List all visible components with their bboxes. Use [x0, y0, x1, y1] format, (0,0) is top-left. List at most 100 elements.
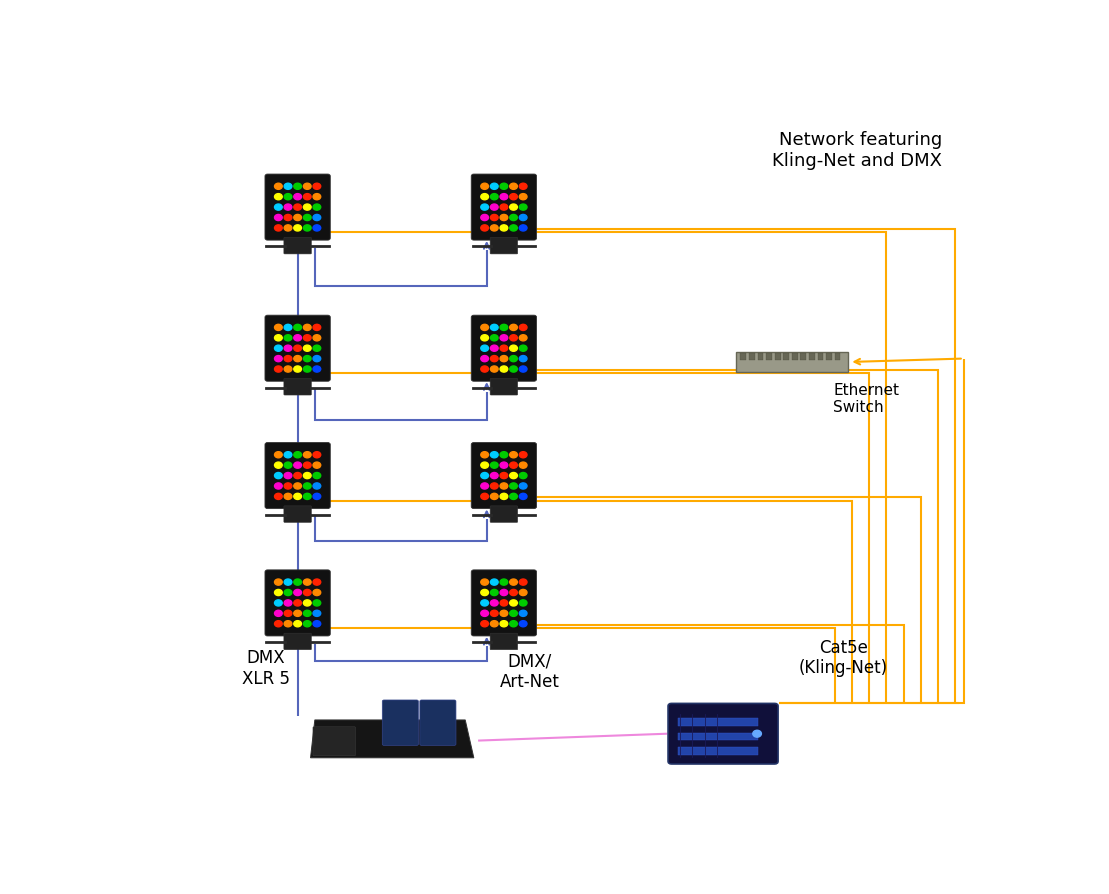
Circle shape — [481, 473, 488, 478]
Circle shape — [275, 194, 282, 199]
FancyBboxPatch shape — [265, 174, 330, 240]
Circle shape — [304, 579, 312, 586]
Circle shape — [510, 611, 518, 616]
Bar — [766, 353, 772, 360]
Circle shape — [510, 334, 518, 341]
Circle shape — [481, 462, 488, 468]
Circle shape — [313, 366, 321, 372]
Circle shape — [275, 366, 282, 372]
Circle shape — [275, 345, 282, 351]
Circle shape — [294, 600, 302, 606]
Circle shape — [500, 462, 508, 468]
Circle shape — [304, 215, 312, 221]
Circle shape — [500, 483, 508, 489]
Circle shape — [294, 224, 302, 231]
Circle shape — [313, 334, 321, 341]
Circle shape — [519, 345, 527, 351]
Circle shape — [275, 493, 282, 500]
Polygon shape — [311, 720, 474, 758]
Circle shape — [284, 215, 292, 221]
Circle shape — [275, 356, 282, 362]
Circle shape — [294, 345, 302, 351]
Circle shape — [294, 611, 302, 616]
Circle shape — [304, 483, 312, 489]
Circle shape — [510, 356, 518, 362]
Circle shape — [500, 579, 508, 586]
Circle shape — [304, 451, 312, 458]
Circle shape — [481, 589, 488, 595]
Bar — [783, 353, 790, 360]
Circle shape — [490, 345, 498, 351]
Circle shape — [510, 204, 518, 210]
Circle shape — [519, 356, 527, 362]
Circle shape — [481, 600, 488, 606]
Circle shape — [490, 204, 498, 210]
Circle shape — [284, 334, 292, 341]
Circle shape — [510, 462, 518, 468]
Circle shape — [304, 204, 312, 210]
Circle shape — [294, 215, 302, 221]
Circle shape — [284, 204, 292, 210]
Circle shape — [304, 620, 312, 627]
Text: DMX/
Art-Net: DMX/ Art-Net — [500, 653, 560, 691]
Circle shape — [490, 579, 498, 586]
Circle shape — [481, 366, 488, 372]
Circle shape — [304, 600, 312, 606]
Circle shape — [304, 462, 312, 468]
Circle shape — [304, 366, 312, 372]
Circle shape — [275, 589, 282, 595]
Circle shape — [284, 462, 292, 468]
Circle shape — [519, 366, 527, 372]
FancyBboxPatch shape — [490, 378, 518, 395]
Text: Cat5e
(Kling-Net): Cat5e (Kling-Net) — [798, 638, 888, 678]
Circle shape — [500, 611, 508, 616]
Circle shape — [510, 345, 518, 351]
Circle shape — [294, 194, 302, 199]
Circle shape — [519, 620, 527, 627]
Circle shape — [275, 334, 282, 341]
Circle shape — [519, 473, 527, 478]
Circle shape — [500, 620, 508, 627]
Circle shape — [304, 183, 312, 190]
Circle shape — [500, 366, 508, 372]
Circle shape — [294, 334, 302, 341]
Circle shape — [313, 204, 321, 210]
Circle shape — [304, 194, 312, 199]
Circle shape — [481, 215, 488, 221]
Circle shape — [294, 493, 302, 500]
Circle shape — [304, 325, 312, 331]
FancyBboxPatch shape — [736, 351, 847, 372]
Text: Ethernet
Switch: Ethernet Switch — [833, 383, 899, 415]
Circle shape — [481, 356, 488, 362]
Circle shape — [275, 451, 282, 458]
Circle shape — [275, 473, 282, 478]
Circle shape — [481, 345, 488, 351]
Circle shape — [313, 183, 321, 190]
Circle shape — [294, 483, 302, 489]
Circle shape — [519, 215, 527, 221]
Circle shape — [510, 194, 518, 199]
FancyBboxPatch shape — [490, 238, 518, 254]
Circle shape — [510, 473, 518, 478]
Circle shape — [313, 589, 321, 595]
Text: Network featuring
Kling-Net and DMX: Network featuring Kling-Net and DMX — [772, 131, 943, 170]
Circle shape — [510, 493, 518, 500]
Circle shape — [284, 345, 292, 351]
Circle shape — [500, 493, 508, 500]
FancyBboxPatch shape — [383, 700, 418, 746]
Circle shape — [294, 451, 302, 458]
Circle shape — [500, 600, 508, 606]
Circle shape — [304, 224, 312, 231]
Circle shape — [313, 215, 321, 221]
Circle shape — [490, 620, 498, 627]
Circle shape — [481, 224, 488, 231]
Circle shape — [275, 183, 282, 190]
Circle shape — [490, 600, 498, 606]
FancyBboxPatch shape — [471, 174, 537, 240]
Circle shape — [313, 345, 321, 351]
Circle shape — [313, 611, 321, 616]
FancyBboxPatch shape — [490, 633, 518, 650]
Circle shape — [313, 356, 321, 362]
Circle shape — [275, 462, 282, 468]
Circle shape — [519, 589, 527, 595]
